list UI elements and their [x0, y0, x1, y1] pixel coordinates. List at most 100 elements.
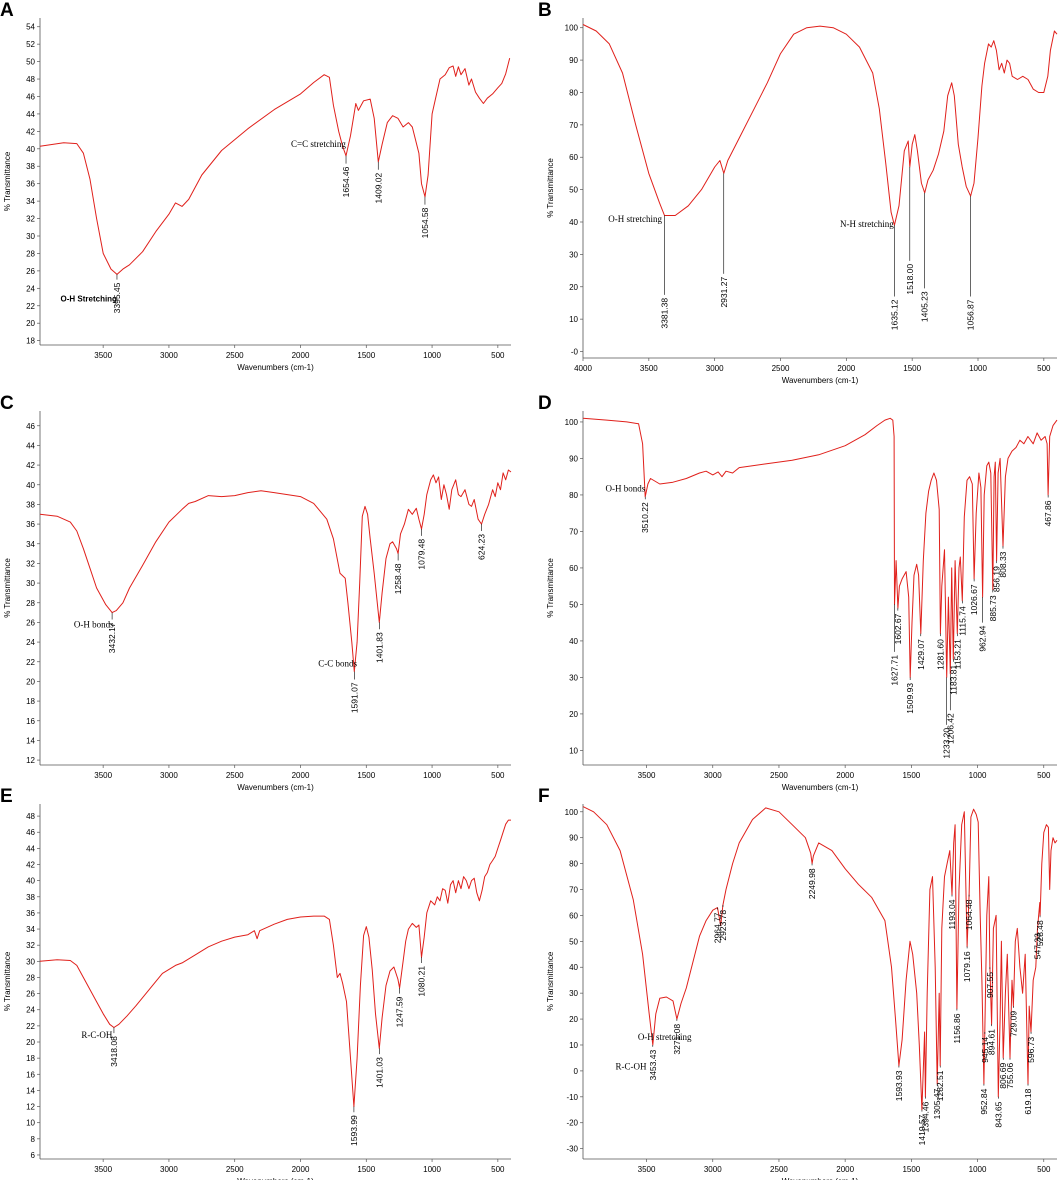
chart-a-xtick-label: 500	[491, 351, 505, 360]
chart-d-peak-label: 856.19	[992, 566, 1002, 592]
chart-b-peak-label: 1056.87	[966, 299, 976, 330]
chart-c-ytick-label: 18	[26, 697, 35, 706]
chart-f-peak-label: 547.33	[1033, 933, 1043, 959]
chart-f-peak-label: 1394.46	[920, 1101, 930, 1132]
chart-f-spectrum-line	[582, 806, 1058, 1111]
chart-c-ytick-label: 14	[26, 736, 35, 745]
chart-d-peak-label: 1153.21	[952, 639, 962, 669]
chart-c-ytick-label: 28	[26, 599, 35, 608]
chart-c-ytick-label: 12	[26, 756, 35, 765]
panel-label-f: F	[538, 786, 550, 807]
chart-d-peak-label: 1115.74	[957, 606, 967, 636]
chart-c-xtick-label: 1500	[357, 771, 375, 780]
chart-c-ytick-label: 36	[26, 520, 35, 529]
chart-c-y-axis-label: % Transmittance	[3, 558, 12, 618]
chart-e-ytick-label: 24	[26, 1006, 35, 1015]
chart-f-y-axis-label: % Transmittance	[546, 951, 555, 1011]
chart-e-ytick-label: 38	[26, 893, 35, 902]
chart-a-annotation: O-H Stretching	[61, 294, 118, 303]
chart-c-ytick-label: 24	[26, 638, 35, 647]
panel-f: F -30 -20 -10 0 10 20 30 40 50 60 70 80 90 100 3500 300…	[530, 786, 1059, 1180]
chart-c-peak-label: 624.23	[477, 534, 487, 560]
chart-f-ytick-label: 80	[569, 860, 578, 869]
chart-b-xtick-label: 4000	[574, 364, 592, 373]
chart-e-y-axis-label: % Transmittance	[3, 951, 12, 1011]
chart-d-spectrum-line	[582, 417, 1058, 678]
chart-a-ytick-label: 24	[26, 284, 35, 293]
chart-e-ytick-label: 44	[26, 844, 35, 853]
chart-e-xtick-label: 2000	[292, 1165, 310, 1174]
chart-a-ytick-label: 48	[26, 75, 35, 84]
chart-d-peak-label: 885.73	[988, 595, 998, 621]
chart-d-ytick-label: 100	[565, 418, 579, 427]
chart-a-ytick-label: 38	[26, 162, 35, 171]
chart-a-ytick-label: 36	[26, 180, 35, 189]
chart-d-xtick-label: 500	[1037, 771, 1051, 780]
chart-f-ytick-label: -10	[566, 1093, 578, 1102]
chart-a-xtick-label: 2500	[226, 351, 244, 360]
chart-a-x-axis-label: Wavenumbers (cm-1)	[237, 363, 314, 372]
chart-f-peak-label: 952.84	[979, 1088, 989, 1114]
chart-d-x-axis-label: Wavenumbers (cm-1)	[782, 783, 859, 792]
chart-f-peak-label: 1193.04	[947, 899, 957, 929]
chart-c-ytick-label: 34	[26, 540, 35, 549]
panel-label-d: D	[538, 393, 552, 414]
chart-f-peak-label: 3271.08	[672, 1024, 682, 1055]
chart-a-ytick-label: 46	[26, 92, 35, 101]
chart-d-peak-label: 467.86	[1043, 500, 1053, 526]
chart-f-peak-label: 907.55	[985, 972, 995, 998]
chart-b-ytick-label: 30	[569, 250, 578, 259]
chart-d-peak-label: 1233.20	[942, 728, 952, 759]
panel-label-b: B	[538, 0, 552, 21]
chart-e-ytick-label: 22	[26, 1022, 35, 1031]
chart-c-ytick-label: 22	[26, 658, 35, 667]
chart-d-ytick-label: 60	[569, 564, 578, 573]
chart-c-ytick-label: 40	[26, 481, 35, 490]
panel-label-e: E	[0, 786, 13, 807]
chart-c-xtick-label: 3000	[160, 771, 178, 780]
chart-e-ytick-label: 48	[26, 812, 35, 821]
chart-f-peak-label: 3453.43	[648, 1050, 658, 1081]
chart-c-peak-label: 3432.17	[107, 622, 117, 653]
chart-d-y-axis-label: % Transmittance	[546, 558, 555, 618]
chart-e-peak-label: 1401.03	[374, 1057, 384, 1088]
chart-e-peak-label: 1247.59	[395, 996, 405, 1027]
chart-e-ytick-label: 28	[26, 973, 35, 982]
chart-f-xtick-label: 3000	[704, 1165, 722, 1174]
chart-c-xtick-label: 3500	[94, 771, 112, 780]
chart-b-xtick-label: 3500	[640, 364, 658, 373]
chart-f-x-axis-label: Wavenumbers (cm-1)	[782, 1177, 859, 1180]
chart-c-ytick-label: 16	[26, 717, 35, 726]
chart-e-ytick-label: 42	[26, 861, 35, 870]
chart-a: 18 20 22 24 26 28 30 32 34 36 38 40 42 44 46 48 50 52 54 35…	[3, 18, 511, 372]
chart-f-annotation: R-C-OH	[616, 1062, 647, 1072]
chart-e-peak-label: 1080.21	[417, 966, 427, 997]
chart-e-ytick-label: 6	[31, 1151, 36, 1160]
chart-c-xtick-label: 2500	[226, 771, 244, 780]
chart-f-ytick-label: 100	[565, 808, 579, 817]
chart-d-ytick-label: 20	[569, 710, 578, 719]
chart-a-ytick-label: 44	[26, 110, 35, 119]
chart-f-ytick-label: 10	[569, 1041, 578, 1050]
chart-e-ytick-label: 10	[26, 1119, 35, 1128]
chart-b-xtick-label: 2000	[837, 364, 855, 373]
chart-c-ytick-label: 32	[26, 559, 35, 568]
chart-c-ytick-label: 42	[26, 461, 35, 470]
chart-f-peak-label: 1593.93	[894, 1070, 904, 1101]
chart-c-peak-label: 1258.48	[393, 563, 403, 594]
chart-f-peak-label: 843.65	[993, 1101, 1003, 1127]
panel-label-c: C	[0, 393, 14, 414]
chart-b-ytick-label: 10	[569, 315, 578, 324]
chart-d-xtick-label: 2500	[770, 771, 788, 780]
chart-f-peak-label: 1305.47	[932, 1088, 942, 1119]
chart-a-ytick-label: 30	[26, 232, 35, 241]
panel-label-a: A	[0, 0, 14, 21]
chart-b-ytick-label: 60	[569, 153, 578, 162]
chart-c-annotation: C-C bonds	[318, 659, 357, 669]
chart-a-ytick-label: 32	[26, 215, 35, 224]
panel-b: B -0 10 20 30 40 50 60 70 80 90 100 4000 3500 3000 250…	[530, 0, 1059, 393]
chart-d-peak-label: 1026.67	[969, 584, 979, 615]
chart-c-ytick-label: 46	[26, 422, 35, 431]
chart-a-ytick-label: 26	[26, 267, 35, 276]
chart-b-ytick-label: 80	[569, 88, 578, 97]
